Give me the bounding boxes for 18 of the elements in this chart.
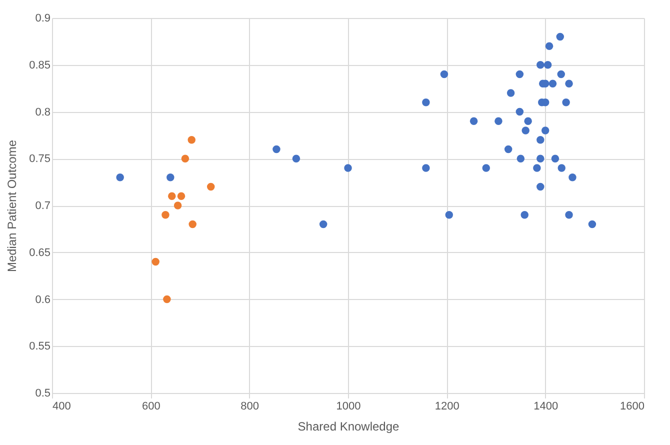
x-tick-label: 400	[52, 400, 71, 412]
y-tick-label: 0.5	[35, 388, 50, 400]
y-tick-label: 0.8	[35, 106, 50, 118]
x-axis-title: Shared Knowledge	[298, 420, 400, 434]
x-tick-label: 800	[240, 400, 260, 412]
y-tick-label: 0.65	[29, 246, 50, 259]
x-tick-label: 1600	[620, 400, 644, 412]
y-axis-title: Median Patient Outcome	[5, 140, 20, 272]
y-tick-label: 0.75	[29, 153, 50, 166]
y-tick-label: 0.55	[29, 340, 50, 353]
y-tick-label: 0.6	[35, 294, 50, 306]
x-tick-label: 1000	[336, 400, 361, 412]
x-tick-label: 1400	[534, 400, 558, 412]
x-tick-label: 600	[142, 400, 160, 412]
y-tick-label: 0.85	[29, 59, 50, 72]
x-tick-label: 1200	[434, 400, 460, 412]
y-tick-label: 0.7	[35, 200, 50, 212]
y-tick-label: 0.9	[35, 12, 50, 24]
